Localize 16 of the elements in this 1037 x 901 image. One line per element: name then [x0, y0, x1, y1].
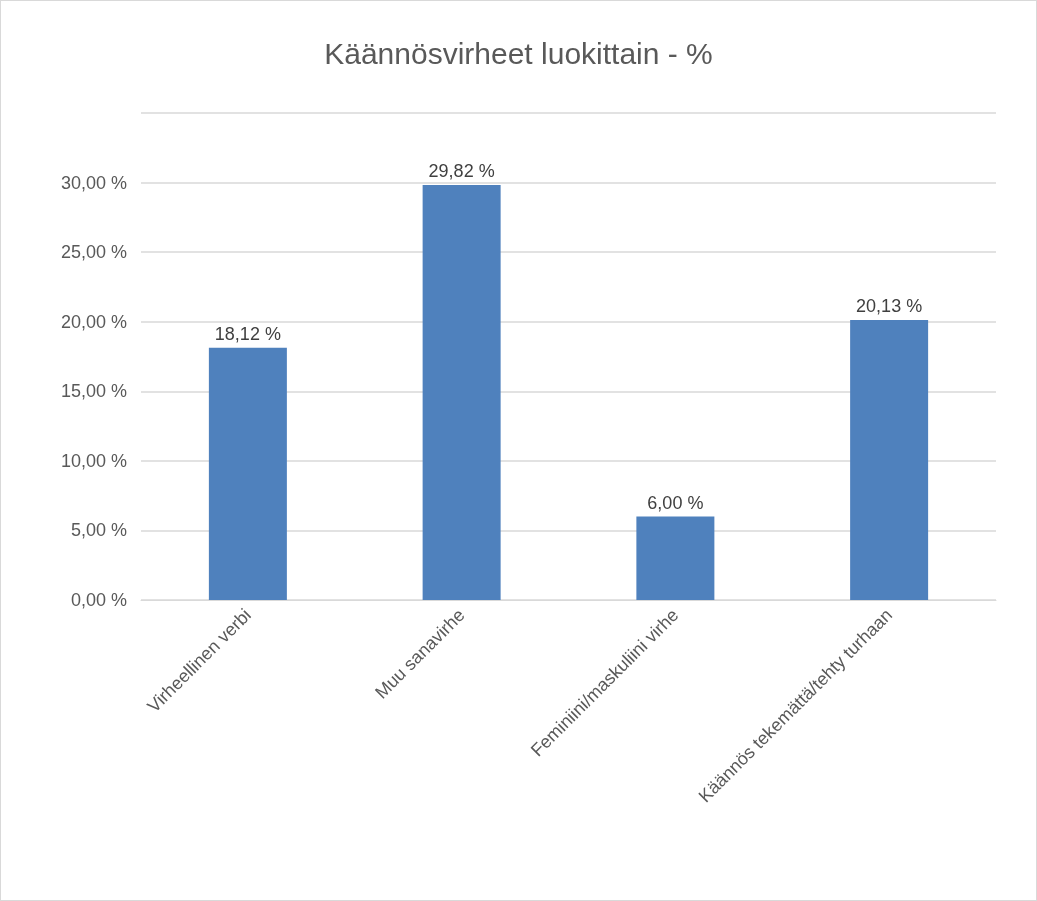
chart-title: Käännösvirheet luokittain - % — [324, 36, 713, 70]
y-tick-label: 5,00 % — [70, 520, 127, 541]
bar — [422, 185, 501, 600]
y-tick-label: 30,00 % — [60, 172, 127, 193]
y-tick-label: 15,00 % — [60, 381, 127, 402]
bar — [208, 347, 287, 600]
bar — [636, 516, 715, 600]
data-label: 29,82 % — [428, 161, 495, 182]
data-label: 20,13 % — [856, 295, 923, 316]
y-tick-label: 25,00 % — [60, 242, 127, 263]
y-tick-label: 20,00 % — [60, 311, 127, 332]
y-tick-label: 0,00 % — [70, 590, 127, 610]
y-tick-label: 10,00 % — [60, 450, 127, 471]
data-label: 6,00 % — [647, 492, 704, 513]
bar — [850, 319, 929, 600]
data-label: 18,12 % — [214, 323, 281, 344]
